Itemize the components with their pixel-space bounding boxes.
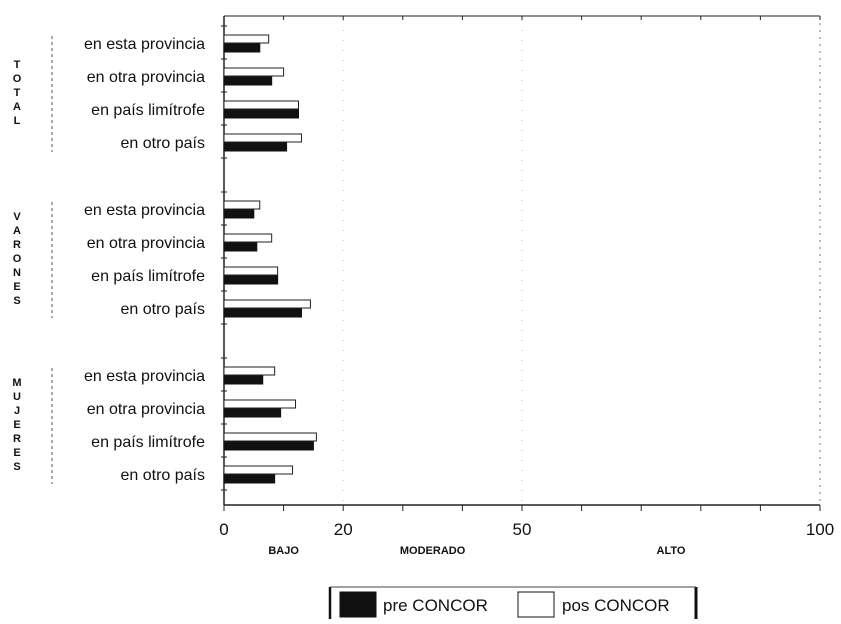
bars bbox=[223, 34, 317, 484]
bar-pre-concor bbox=[223, 308, 302, 318]
bar-pre-concor bbox=[223, 43, 261, 53]
x-tick-label: 50 bbox=[513, 520, 532, 539]
legend-label-pos: pos CONCOR bbox=[562, 596, 670, 615]
x-tick-label: 100 bbox=[806, 520, 834, 539]
category-label: en país limítrofe bbox=[91, 268, 205, 285]
legend-swatch-pos bbox=[517, 591, 555, 618]
category-label: en país limítrofe bbox=[91, 434, 205, 451]
category-label: en otra provincia bbox=[87, 401, 205, 418]
category-label: en otra provincia bbox=[87, 69, 205, 86]
bar-pos-concor bbox=[223, 266, 279, 276]
bar-pos-concor bbox=[223, 399, 297, 409]
category-label: en esta provincia bbox=[84, 202, 205, 219]
bar-pre-concor bbox=[223, 441, 314, 451]
group-label-letter: O bbox=[13, 73, 22, 85]
category-labels: en esta provincia en otra provincia en paí… bbox=[84, 36, 205, 484]
bar-pos-concor bbox=[223, 366, 276, 376]
group-label-letter: E bbox=[13, 281, 20, 293]
bar-pos-concor bbox=[223, 100, 299, 110]
category-label: en otro país bbox=[121, 467, 206, 484]
group-label-letter: J bbox=[14, 405, 20, 417]
bar-pre-concor bbox=[223, 142, 288, 152]
zone-label: BAJO bbox=[268, 545, 299, 557]
category-label: en otro país bbox=[121, 301, 206, 318]
bar-pre-concor bbox=[223, 209, 255, 219]
bar-pre-concor bbox=[223, 76, 273, 86]
group-label-letter: S bbox=[13, 461, 20, 473]
bar-pos-concor bbox=[223, 432, 317, 442]
group-label-letter: N bbox=[13, 267, 21, 279]
bar-pre-concor bbox=[223, 242, 258, 252]
category-label: en país limítrofe bbox=[91, 102, 205, 119]
category-label: en otra provincia bbox=[87, 235, 205, 252]
bar-pos-concor bbox=[223, 233, 273, 243]
bar-pos-concor bbox=[223, 133, 302, 143]
bar-pos-concor bbox=[223, 465, 294, 475]
legend-label-pre: pre CONCOR bbox=[383, 596, 488, 615]
category-label: en esta provincia bbox=[84, 368, 205, 385]
bar-pre-concor bbox=[223, 375, 264, 385]
zone-label: ALTO bbox=[657, 545, 686, 557]
x-tick-label: 0 bbox=[219, 520, 228, 539]
group-label-letter: M bbox=[12, 377, 21, 389]
group-label-letter: R bbox=[13, 433, 21, 445]
group-label-letter: V bbox=[13, 211, 21, 223]
bar-pos-concor bbox=[223, 299, 311, 309]
bar-pos-concor bbox=[223, 34, 270, 44]
bar-pos-concor bbox=[223, 67, 285, 77]
category-label: en esta provincia bbox=[84, 36, 205, 53]
bar-pre-concor bbox=[223, 474, 276, 484]
group-label-letter: U bbox=[13, 391, 21, 403]
group-label-letter: R bbox=[13, 239, 21, 251]
x-axis: 0 20 50 100 BAJO MODERADO ALTO bbox=[219, 16, 834, 557]
category-label: en otro país bbox=[121, 135, 206, 152]
bar-pre-concor bbox=[223, 408, 282, 418]
bar-pre-concor bbox=[223, 275, 279, 285]
group-label-letter: A bbox=[13, 101, 21, 113]
group-label-letter: T bbox=[14, 87, 21, 99]
legend-swatch-pre bbox=[339, 591, 377, 618]
bar-pre-concor bbox=[223, 109, 299, 119]
group-label-letter: O bbox=[13, 253, 22, 265]
plot-frame bbox=[221, 15, 821, 506]
zone-label: MODERADO bbox=[400, 545, 466, 557]
x-tick-label: 20 bbox=[334, 520, 353, 539]
legend: pre CONCOR pos CONCOR bbox=[328, 586, 698, 620]
group-label-letter: L bbox=[14, 115, 21, 127]
group-label-letter: A bbox=[13, 225, 21, 237]
group-label-letter: E bbox=[13, 419, 20, 431]
bar-pos-concor bbox=[223, 200, 261, 210]
group-label-letter: S bbox=[13, 295, 20, 307]
group-label-letter: T bbox=[14, 59, 21, 71]
legend-box bbox=[330, 587, 696, 620]
group-label-letter: E bbox=[13, 447, 20, 459]
